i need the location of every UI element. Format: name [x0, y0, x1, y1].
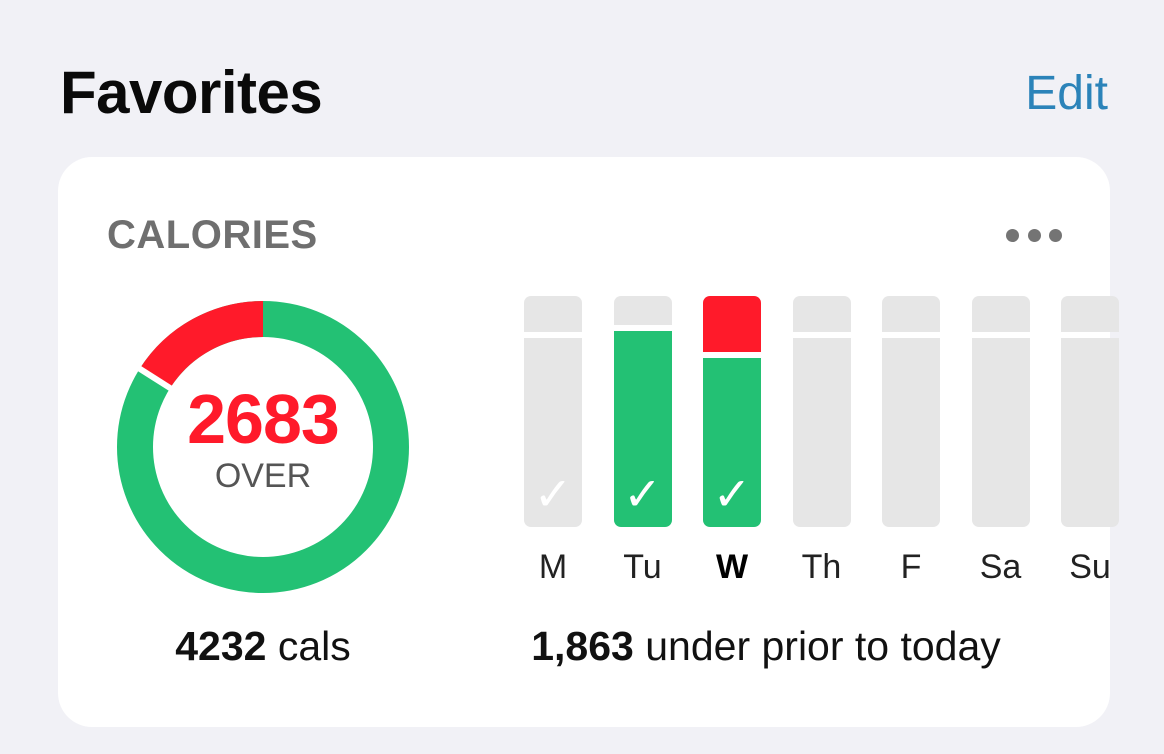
favorites-header: Favorites Edit — [60, 58, 1108, 138]
ring-label: OVER — [214, 457, 312, 495]
page-title: Favorites — [60, 59, 323, 126]
ellipsis-dot — [1049, 228, 1062, 242]
day-bar[interactable] — [1061, 296, 1119, 527]
day-bar[interactable]: ✓ — [524, 296, 582, 527]
bar-empty-bottom — [524, 338, 582, 527]
ellipsis-dot — [1027, 228, 1041, 242]
total-unit: cals — [277, 623, 351, 669]
day-bar[interactable]: ✓ — [703, 296, 761, 527]
day-bar[interactable]: ✓ — [613, 296, 672, 527]
total-value: 4232 — [175, 623, 267, 669]
edit-button[interactable]: Edit — [1025, 67, 1108, 120]
day-bar[interactable] — [971, 296, 1030, 527]
total-calories: 4232 cals — [113, 623, 413, 670]
bar-over — [703, 296, 761, 352]
day-label: M — [538, 548, 568, 586]
ellipsis-icon[interactable] — [1006, 219, 1062, 251]
day-label: Th — [801, 548, 842, 586]
bar-empty-top — [971, 296, 1030, 332]
ellipsis-dot — [1006, 228, 1019, 242]
ring-value: 2683 — [187, 380, 340, 458]
bar-empty-bottom — [1061, 338, 1119, 527]
day-bar[interactable] — [792, 296, 851, 527]
day-label: Tu — [623, 548, 662, 586]
ring-gap — [136, 365, 174, 392]
weekly-summary: 1,863 under prior to today — [466, 623, 1066, 670]
bar-empty-top — [1061, 296, 1119, 332]
summary-value: 1,863 — [531, 623, 634, 669]
day-label: F — [900, 548, 922, 586]
check-icon: ✓ — [623, 467, 662, 521]
day-label: Su — [1069, 548, 1111, 586]
bar-empty-bottom — [792, 338, 851, 527]
bar-empty-bottom — [971, 338, 1030, 527]
calorie-ring — [117, 301, 409, 593]
bar-remaining — [613, 296, 672, 325]
check-icon: ✓ — [533, 467, 573, 521]
bar-empty-bottom — [882, 338, 940, 527]
day-bar[interactable] — [882, 296, 940, 527]
weekly-bars: ✓ M ✓ Tu ✓ W Th F Sa Su — [466, 296, 1119, 596]
bar-empty-top — [792, 296, 851, 332]
calories-card[interactable]: CALORIES 2683 OVER ✓ M ✓ Tu ✓ W Th F Sa Su 4232 c… — [58, 157, 1119, 727]
summary-text: under prior to today — [645, 623, 1001, 669]
bar-empty-top — [524, 296, 582, 332]
bar-fill — [703, 358, 761, 527]
ring-over-arc — [139, 301, 264, 389]
card-title: CALORIES — [107, 213, 318, 257]
bar-fill — [613, 331, 672, 527]
bar-empty-top — [882, 296, 940, 332]
check-icon: ✓ — [712, 467, 752, 521]
day-label: Sa — [979, 548, 1022, 586]
day-label: W — [715, 548, 749, 586]
